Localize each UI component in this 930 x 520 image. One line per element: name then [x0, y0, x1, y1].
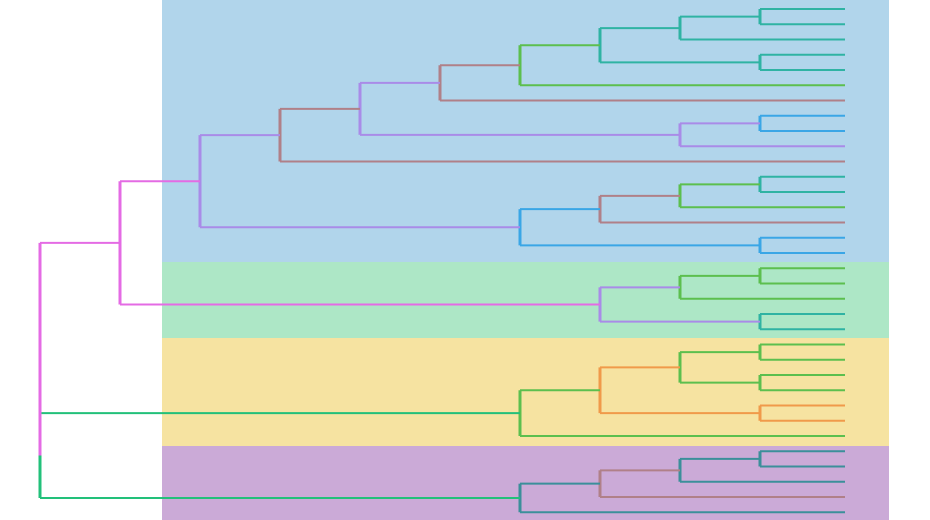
cluster-band: [162, 338, 889, 446]
cluster-band: [162, 262, 889, 338]
